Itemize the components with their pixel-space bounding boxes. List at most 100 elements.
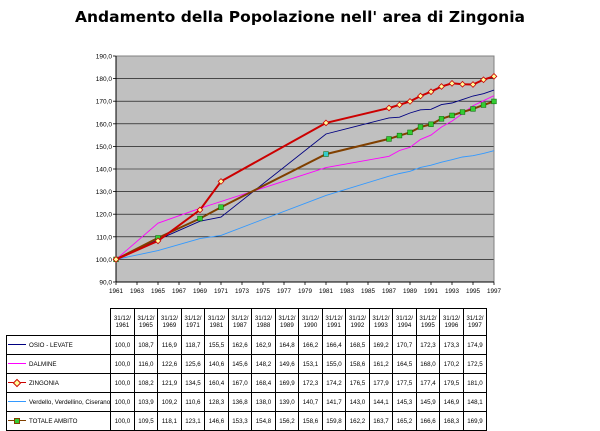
table-cell: 138,0: [251, 392, 276, 412]
y-tick-label: 160,0: [96, 121, 113, 128]
table-cell: 108,2: [133, 373, 159, 393]
y-tick-label: 130,0: [96, 189, 113, 196]
table-cell: 155,5: [204, 335, 229, 355]
series-point-2: [438, 83, 445, 90]
series-point-4: [459, 109, 466, 115]
x-tick-label: 1995: [466, 288, 481, 295]
legend-entry: Verdello, Verdellino, Ciserano: [5, 392, 112, 412]
table-cell: 159,8: [321, 411, 347, 431]
table-cell: 164,5: [392, 354, 417, 374]
table-row: TOTALE AMBITO 100,0 109,5 118,1 123,1 146,6 15…: [5, 411, 488, 431]
x-tick-label: 1965: [151, 288, 166, 295]
table-cell: 118,1: [157, 411, 182, 431]
table-cell: 162,2: [345, 411, 370, 431]
table-cell: 174,9: [462, 335, 488, 355]
table-cell: 168,4: [251, 373, 276, 393]
table-cell: 128,3: [204, 392, 229, 412]
series-line-0: [115, 89, 495, 260]
series-point-4: [480, 102, 487, 108]
table-cell: 166,6: [415, 411, 441, 431]
series-point-4: [218, 204, 224, 210]
table-cell: 144,1: [368, 392, 394, 412]
legend-entry: DALMINE: [5, 354, 112, 374]
series-point-4: [428, 121, 434, 127]
series-line-3: [115, 150, 495, 260]
table-cell: 139,0: [274, 392, 300, 412]
table-cell: 136,8: [227, 392, 253, 412]
table-cell: 121,9: [157, 373, 182, 393]
x-tick-label: 1977: [277, 288, 292, 295]
table-cell: 123,1: [180, 411, 206, 431]
table-cell: 158,6: [298, 411, 323, 431]
table-cell: 100,0: [110, 354, 135, 374]
table-row: DALMINE 100,0 116,0 122,6 125,6 140,6 145,6 148…: [5, 354, 488, 374]
series-point-2: [480, 76, 487, 84]
table-cell: 140,7: [298, 392, 323, 412]
x-tick-label: 1987: [382, 288, 397, 295]
x-tick-label: 1961: [109, 288, 124, 295]
table-cell: 100,0: [110, 411, 135, 431]
legend-swatch: [8, 361, 26, 367]
table-cell: 169,9: [462, 411, 488, 431]
table-header-date: 31/12/ 1997: [462, 308, 488, 336]
series-point-2: [417, 92, 424, 100]
table-cell: 162,9: [251, 335, 276, 355]
series-point-2: [406, 98, 414, 105]
series-point-2: [217, 178, 225, 185]
table-cell: 153,3: [227, 411, 253, 431]
series-point-2: [448, 79, 456, 87]
table-cell: 146,6: [204, 411, 229, 431]
table-cell: 168,0: [415, 354, 441, 374]
table-cell: 116,9: [157, 335, 182, 355]
x-tick-label: 1979: [298, 288, 313, 295]
y-tick-label: 120,0: [96, 212, 113, 219]
x-tick-label: 1991: [424, 288, 439, 295]
series-point-2: [385, 104, 393, 112]
table-cell: 146,9: [439, 392, 464, 412]
series-point-4: [417, 124, 424, 130]
table-row: Verdello, Verdellino, Ciserano 100,0 103,9…: [5, 392, 488, 412]
table-header-date: 31/12/ 1992: [345, 308, 370, 336]
x-tick-label: 1981: [319, 288, 334, 295]
table-header-date: 31/12/ 1995: [415, 308, 441, 336]
table-row: ZINGONIA 100,0 108,2 121,9 134,5 160,4 167,0 16…: [5, 373, 488, 393]
table-cell: 109,2: [157, 392, 182, 412]
table-cell: 172,3: [298, 373, 323, 393]
series-point-2: [154, 237, 162, 245]
table-cell: 125,6: [180, 354, 206, 374]
series-line-2: [115, 75, 495, 261]
series-point-4: [197, 215, 203, 222]
legend-swatch: [8, 399, 26, 405]
table-cell: 118,7: [180, 335, 206, 355]
table-header-date: 31/12/ 1969: [157, 308, 182, 336]
table-cell: 168,3: [439, 411, 464, 431]
table-cell: 153,1: [298, 354, 323, 374]
table-cell: 166,4: [321, 335, 347, 355]
legend-swatch: [8, 378, 26, 388]
series-point-2: [459, 80, 466, 88]
table-header-date: 31/12/ 1981: [204, 308, 229, 336]
legend-swatch: [8, 342, 26, 348]
table-header-date: 31/12/ 1990: [298, 308, 323, 336]
series-point-2: [469, 81, 477, 88]
x-tick-label: 1993: [445, 288, 460, 295]
x-tick-label: 1971: [214, 288, 229, 295]
legend-entry: TOTALE AMBITO: [5, 411, 112, 431]
table-cell: 167,0: [227, 373, 253, 393]
table-cell: 143,0: [345, 392, 370, 412]
table-cell: 161,2: [368, 354, 394, 374]
table-cell: 145,9: [415, 392, 441, 412]
table-header-date: 31/12/ 1987: [227, 308, 253, 336]
table-cell: 160,4: [204, 373, 229, 393]
y-tick-label: 110,0: [96, 234, 112, 241]
legend-entry: ZINGONIA: [5, 373, 112, 393]
table-header-date: 31/12/ 1996: [439, 308, 464, 336]
table-cell: 169,2: [368, 335, 394, 355]
table-cell: 170,7: [392, 335, 417, 355]
table-cell: 181,0: [462, 373, 488, 393]
table-cell: 145,3: [392, 392, 417, 412]
table-cell: 100,0: [110, 373, 135, 393]
table-cell: 170,2: [439, 354, 464, 374]
table-cell: 172,3: [415, 335, 441, 355]
table-cell: 177,4: [415, 373, 441, 393]
